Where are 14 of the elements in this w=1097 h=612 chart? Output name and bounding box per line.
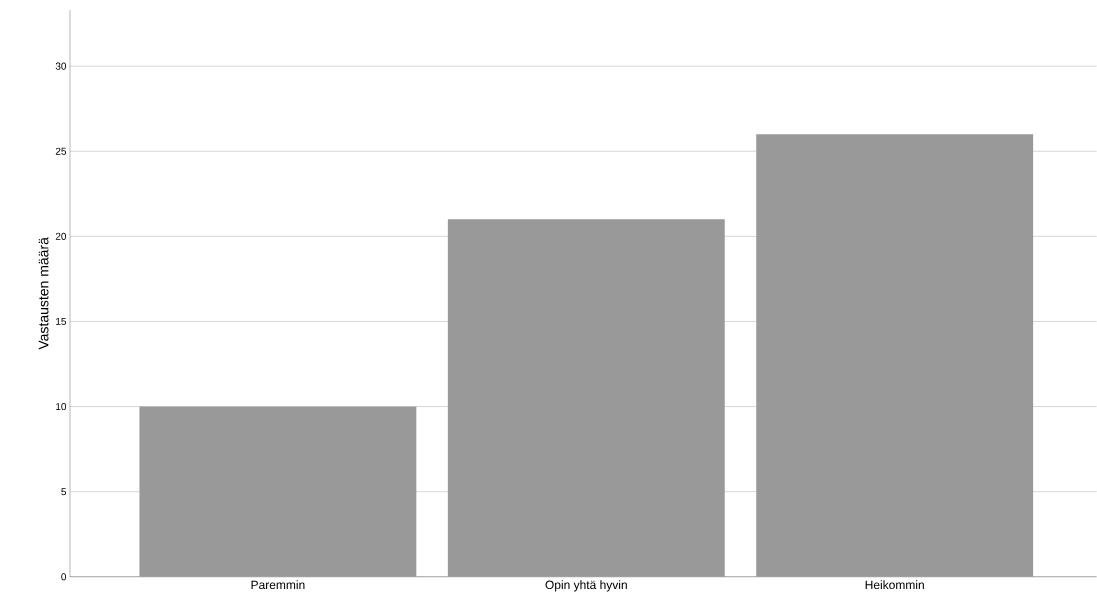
y-tick-label: 20 bbox=[55, 232, 67, 241]
x-tick-label: Opin yhtä hyvin bbox=[545, 580, 627, 592]
bar bbox=[447, 219, 725, 577]
y-tick-label: 15 bbox=[56, 318, 67, 326]
x-tick-label: Heikommin bbox=[865, 580, 924, 590]
bar bbox=[139, 406, 417, 577]
y-tick-label: 25 bbox=[55, 147, 67, 155]
y-tick-label: 0 bbox=[61, 573, 67, 581]
y-tick-label: 10 bbox=[56, 403, 67, 411]
x-tick-label: Paremmin bbox=[251, 580, 305, 590]
bar bbox=[756, 134, 1034, 577]
y-axis-title: Vastausten määrä bbox=[38, 237, 49, 350]
y-tick-label: 30 bbox=[55, 62, 67, 70]
y-tick-label: 5 bbox=[61, 488, 67, 496]
